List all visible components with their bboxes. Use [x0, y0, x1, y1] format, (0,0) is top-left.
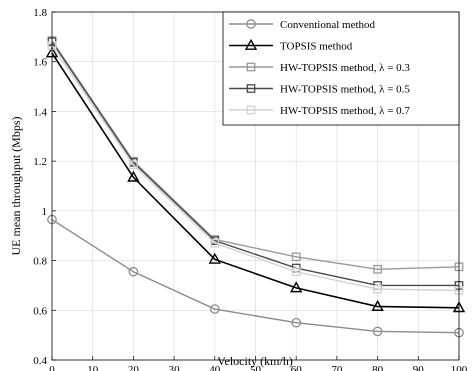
legend-marker [246, 19, 256, 29]
series-line [51, 52, 460, 309]
legend-label: HW-TOPSIS method, λ = 0.7 [280, 105, 410, 117]
x-tick-label: 20 [128, 364, 140, 371]
legend-marker [246, 62, 256, 72]
x-tick-label: 100 [451, 364, 468, 371]
y-tick-label: 1.6 [33, 57, 47, 69]
legend-item: HW-TOPSIS method, λ = 0.5 [229, 84, 410, 96]
y-tick-label: 1.2 [33, 156, 47, 168]
x-tick-label: 70 [331, 364, 343, 371]
x-tick-label: 40 [209, 364, 221, 371]
legend-label: HW-TOPSIS method, λ = 0.3 [280, 62, 410, 74]
data-point [129, 160, 138, 170]
y-axis-label: UE mean throughput (Mbps) [9, 117, 23, 256]
data-point [291, 317, 302, 328]
legend-box [222, 11, 460, 126]
x-axis-label: Velocity (km/h) [217, 354, 293, 368]
legend: Conventional method TOPSIS method HW-TOPSI… [222, 11, 460, 126]
data-point [373, 284, 382, 294]
x-tick-label: 10 [87, 364, 99, 371]
legend-marker [246, 105, 256, 115]
legend-label: TOPSIS method [280, 41, 353, 53]
legend-item: Conventional method [229, 19, 376, 31]
series-line [51, 41, 459, 287]
x-tick-label: 30 [169, 364, 181, 371]
y-tick-label: 1 [42, 206, 48, 218]
legend-label: HW-TOPSIS method, λ = 0.5 [280, 84, 410, 96]
x-tick-labels: 0 10 20 30 40 50 60 70 80 90 100 [49, 364, 468, 371]
x-tick-label: 80 [372, 364, 384, 371]
data-point [291, 267, 301, 277]
data-point [209, 304, 220, 314]
series-line [51, 218, 460, 334]
legend-item: TOPSIS method [229, 38, 353, 53]
data-point [290, 281, 303, 293]
data-point [373, 264, 382, 274]
series-line [51, 45, 460, 292]
y-tick-label: 0.8 [33, 256, 47, 268]
x-tick-label: 50 [250, 364, 262, 371]
y-tick-label: 1.8 [33, 7, 47, 19]
legend-label: Conventional method [280, 19, 376, 31]
data-point [210, 238, 220, 248]
series-5 [47, 41, 464, 295]
data-point [127, 170, 140, 182]
data-point [128, 266, 139, 277]
legend-marker [246, 84, 256, 93]
data-point [291, 252, 301, 262]
y-tick-label: 1.4 [33, 106, 47, 118]
legend-marker [244, 38, 258, 50]
grid [51, 11, 460, 361]
x-tick-label: 60 [291, 364, 303, 371]
x-tick-label: 0 [49, 364, 55, 371]
data-point [372, 326, 383, 337]
x-tick-label: 90 [413, 364, 425, 371]
y-tick-label: 0.4 [33, 355, 47, 367]
data-point [208, 252, 221, 264]
y-tick-labels: 0.4 0.6 0.8 1 1.2 1.4 1.6 1.8 [33, 7, 47, 367]
legend-item: HW-TOPSIS method, λ = 0.3 [229, 62, 410, 74]
legend-item: HW-TOPSIS method, λ = 0.7 [229, 105, 410, 117]
y-tick-label: 0.6 [33, 305, 47, 317]
data-point [371, 299, 384, 311]
